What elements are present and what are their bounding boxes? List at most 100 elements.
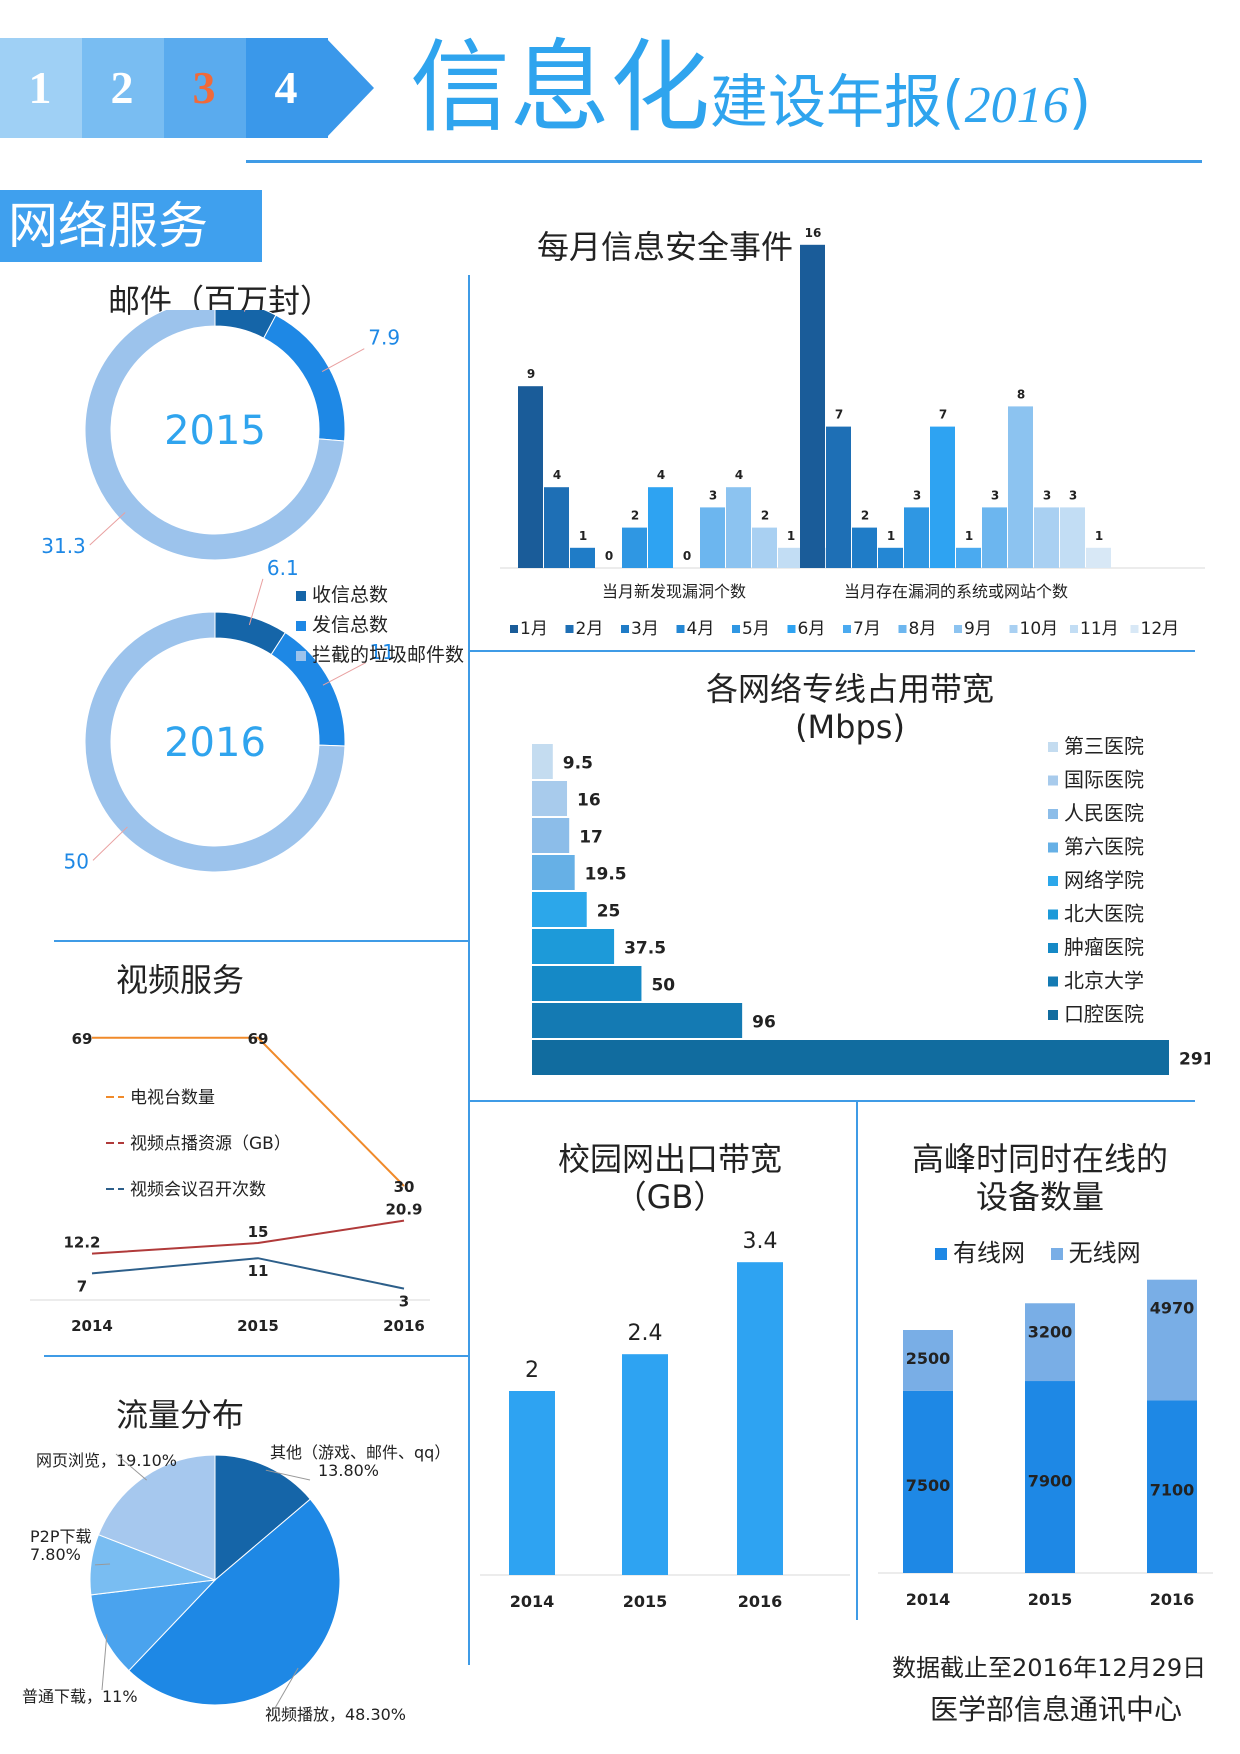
step-2: 2 bbox=[110, 62, 134, 113]
devices-title-line2: 设备数量 bbox=[975, 1178, 1104, 1216]
video-legend-label: 电视台数量 bbox=[130, 1088, 215, 1108]
campus-bar bbox=[737, 1262, 783, 1575]
video-title: 视频服务 bbox=[115, 961, 244, 999]
bandwidth-bar-label: 19.5 bbox=[585, 865, 627, 885]
security-bar-label: 3 bbox=[1069, 488, 1077, 502]
legend-label: 无线网 bbox=[1068, 1239, 1141, 1267]
devices-title-line1: 高峰时同时在线的 bbox=[911, 1140, 1168, 1178]
security-legend-label: 3月 bbox=[631, 619, 659, 639]
security-bar-label: 7 bbox=[835, 408, 843, 422]
security-legend-swatch bbox=[676, 625, 685, 633]
divider-bandwidth-bottom bbox=[470, 1100, 1195, 1102]
security-legend-label: 6月 bbox=[798, 619, 826, 639]
security-bar bbox=[726, 487, 751, 568]
security-bar bbox=[622, 527, 647, 568]
step-1: 1 bbox=[28, 62, 52, 113]
security-category-label: 当月新发现漏洞个数 bbox=[602, 582, 746, 601]
email-leader-line bbox=[89, 512, 126, 546]
title-year-text: 2016 bbox=[964, 77, 1069, 134]
security-bar bbox=[852, 527, 877, 568]
campus-title-line1: 校园网出口带宽 bbox=[557, 1140, 782, 1178]
security-bar bbox=[570, 547, 595, 568]
legend-label: 拦截的垃圾邮件数 bbox=[312, 644, 465, 666]
traffic-leader-line bbox=[274, 1667, 299, 1709]
security-bar-label: 3 bbox=[709, 488, 717, 502]
security-legend-swatch bbox=[1070, 625, 1078, 633]
email-donut-slice bbox=[263, 314, 346, 442]
security-legend-label: 1月 bbox=[520, 619, 548, 639]
bandwidth-legend-label: 北大医院 bbox=[1064, 902, 1144, 926]
devices-segment-label: 3200 bbox=[1028, 1322, 1073, 1341]
bandwidth-bar bbox=[532, 855, 575, 890]
security-legend-label: 2月 bbox=[576, 619, 604, 639]
security-bar-label: 16 bbox=[805, 226, 822, 240]
traffic-slice-label: 视频播放，48.30% bbox=[265, 1705, 406, 1724]
security-bar bbox=[826, 426, 851, 568]
bandwidth-title: 各网络专线占用带宽 (Mbps) bbox=[680, 670, 1020, 746]
security-legend-swatch bbox=[787, 625, 796, 633]
bandwidth-legend-label: 网络学院 bbox=[1064, 868, 1144, 892]
email-leader-line bbox=[248, 578, 264, 626]
security-bar bbox=[778, 547, 803, 568]
title-main-text: 信息化 bbox=[410, 29, 710, 146]
bandwidth-bar bbox=[532, 1040, 1169, 1075]
bandwidth-legend-swatch bbox=[1048, 943, 1058, 953]
video-data-label: 12.2 bbox=[63, 1234, 100, 1252]
email-data-label: 7.9 bbox=[368, 326, 400, 350]
legend-swatch bbox=[296, 590, 306, 601]
step-3: 3 bbox=[192, 62, 216, 113]
bandwidth-bar bbox=[532, 818, 570, 853]
divider-left-vertical bbox=[468, 275, 470, 1665]
devices-bar-segment bbox=[1147, 1279, 1197, 1401]
security-bar bbox=[1086, 547, 1111, 568]
video-data-label: 69 bbox=[248, 1030, 269, 1048]
email-legend-spam: 拦截的垃圾邮件数 bbox=[296, 640, 464, 667]
devices-x-tick-label: 2016 bbox=[1150, 1590, 1195, 1609]
divider-video-traffic bbox=[44, 1355, 468, 1357]
security-bar-label: 7 bbox=[939, 408, 947, 422]
email-donut-slice bbox=[84, 310, 346, 561]
email-data-label: 50 bbox=[64, 849, 89, 873]
traffic-slice-name: P2P下载 bbox=[30, 1527, 91, 1546]
bandwidth-bar-label: 291 bbox=[1179, 1050, 1210, 1070]
security-bar bbox=[648, 487, 673, 568]
bandwidth-title-line1: 各网络专线占用带宽 bbox=[705, 670, 994, 708]
security-title: 每月信息安全事件 bbox=[536, 228, 793, 266]
video-series-line bbox=[92, 1036, 405, 1187]
security-bar-label: 0 bbox=[683, 549, 691, 563]
legend-swatch bbox=[296, 620, 306, 631]
email-leader-line bbox=[321, 348, 365, 373]
security-bar bbox=[930, 426, 955, 568]
video-x-tick-label: 2015 bbox=[237, 1317, 279, 1335]
email-data-label: 6.1 bbox=[267, 556, 299, 580]
security-category-label: 当月存在漏洞的系统或网站个数 bbox=[844, 582, 1068, 601]
security-legend-label: 7月 bbox=[853, 619, 881, 639]
bandwidth-legend-swatch bbox=[1048, 976, 1058, 987]
bandwidth-legend-label: 第三医院 bbox=[1064, 734, 1144, 758]
devices-x-tick-label: 2015 bbox=[1028, 1590, 1073, 1609]
bandwidth-bar-label: 17 bbox=[579, 828, 603, 848]
security-bar-label: 2 bbox=[631, 509, 639, 523]
devices-segment-label: 7900 bbox=[1028, 1472, 1073, 1491]
security-bar bbox=[1034, 507, 1059, 568]
security-legend-label: 5月 bbox=[742, 619, 770, 639]
email-legend-sent: 发信总数 bbox=[296, 610, 388, 637]
security-legend-swatch bbox=[732, 625, 740, 633]
security-bar bbox=[700, 507, 725, 568]
video-x-tick-label: 2014 bbox=[71, 1317, 113, 1335]
traffic-pie-chart: 其他（游戏、邮件、qq）13.80% 视频播放，48.30% 普通下载，11% P2P… bbox=[22, 1443, 450, 1724]
bandwidth-bar-label: 25 bbox=[597, 902, 621, 922]
bandwidth-legend-label: 肿瘤医院 bbox=[1064, 935, 1144, 959]
bandwidth-bar bbox=[532, 892, 587, 927]
bandwidth-legend-swatch bbox=[1048, 909, 1058, 920]
video-data-label: 3 bbox=[399, 1293, 409, 1311]
bandwidth-legend-label: 国际医院 bbox=[1064, 768, 1144, 792]
bandwidth-bar-label: 37.5 bbox=[624, 939, 666, 959]
security-bar-label: 1 bbox=[787, 529, 795, 543]
security-legend-swatch bbox=[565, 625, 574, 633]
bandwidth-legend-label: 第六医院 bbox=[1064, 835, 1144, 859]
title-close-text: ) bbox=[1068, 68, 1092, 136]
security-bar bbox=[800, 244, 825, 569]
bandwidth-legend-swatch bbox=[1048, 775, 1058, 786]
